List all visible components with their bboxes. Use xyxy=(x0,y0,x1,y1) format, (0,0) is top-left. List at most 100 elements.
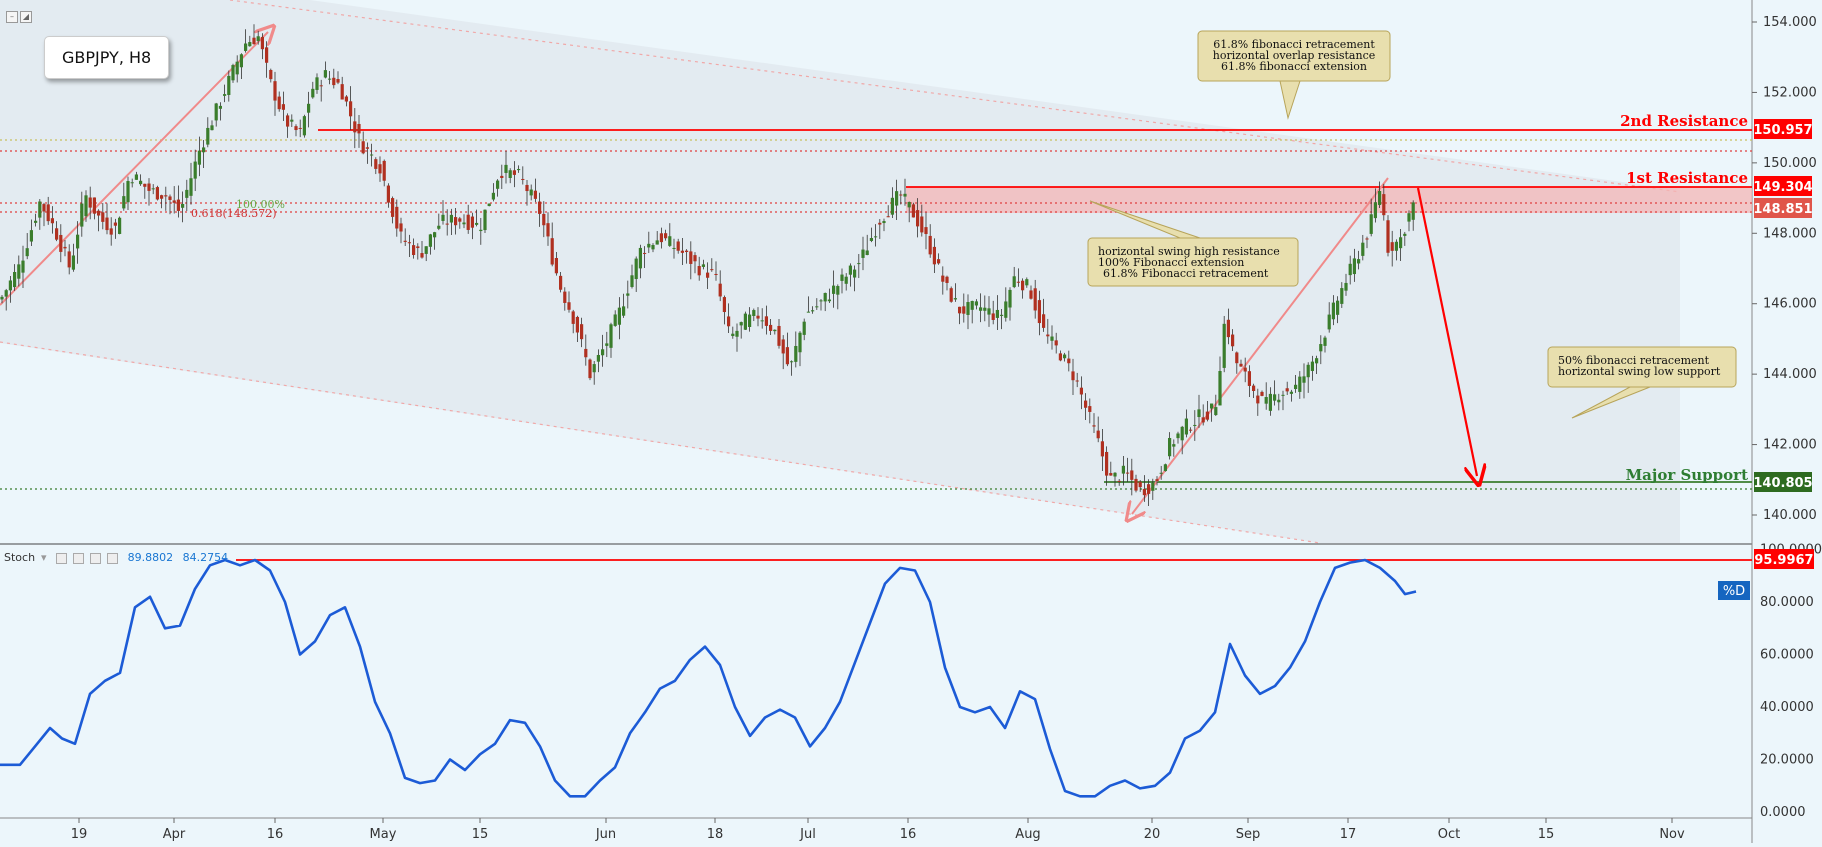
candle-body xyxy=(487,203,491,207)
candle-body xyxy=(118,217,122,234)
candle-body xyxy=(958,306,962,314)
stoch-pane[interactable] xyxy=(0,545,1752,818)
stoch-settings-icon[interactable] xyxy=(73,552,85,564)
candle-body xyxy=(945,276,949,283)
candle-body xyxy=(1000,314,1004,316)
candle-body xyxy=(286,115,290,127)
candle-body xyxy=(1088,406,1092,412)
candle-body xyxy=(147,183,151,191)
stoch-visibility-icon[interactable] xyxy=(56,552,68,564)
price-axis[interactable]: 154.000 152.000 150.000 148.000 146.000 144.0… xyxy=(1752,15,1817,523)
box3-line2: horizontal swing low support xyxy=(1558,365,1721,378)
candle-body xyxy=(1411,202,1415,220)
candle-body xyxy=(109,228,113,235)
stoch-label[interactable]: Stoch xyxy=(4,551,36,564)
candle-body xyxy=(1289,391,1293,394)
candle-body xyxy=(588,359,592,379)
candle-body xyxy=(4,290,8,297)
candle-body xyxy=(811,310,815,312)
candle-body xyxy=(1378,190,1382,205)
candle-body xyxy=(701,264,705,267)
candle-body xyxy=(617,307,621,325)
candle-body xyxy=(1403,233,1407,236)
candle-body xyxy=(1273,394,1277,401)
badge-140805: 140.805 xyxy=(1753,472,1813,492)
candle-body xyxy=(433,232,437,238)
stoch-axis[interactable]: 100.000080.000060.000040.000020.00000.00… xyxy=(1760,543,1822,821)
collapse-icon[interactable]: – xyxy=(6,11,18,23)
candle-body xyxy=(563,291,567,303)
candle-body xyxy=(508,170,512,178)
candle-body xyxy=(601,349,605,356)
candle-body xyxy=(34,220,38,223)
candle-body xyxy=(1147,484,1151,494)
candle-body xyxy=(798,332,802,353)
candle-body xyxy=(840,274,844,281)
candle-body xyxy=(571,311,575,324)
candle-body xyxy=(496,180,500,189)
candle-body xyxy=(181,203,185,208)
annotation-box-1[interactable]: 61.8% fibonacci retracement horizontal o… xyxy=(1197,30,1391,120)
annotation-box-2[interactable]: horizontal swing high resistance 100% Fi… xyxy=(1087,200,1299,287)
candle-body xyxy=(550,238,554,265)
candle-body xyxy=(1029,290,1033,299)
candle-body xyxy=(311,88,315,98)
candle-body xyxy=(630,275,634,287)
channel-upper-line xyxy=(229,0,1681,193)
candle-body xyxy=(46,204,50,222)
candle-body xyxy=(1121,465,1125,474)
stoch-tick-label: 0.0000 xyxy=(1760,805,1806,820)
candle-body xyxy=(1247,371,1251,386)
candle-body xyxy=(685,250,689,253)
candle-body xyxy=(239,54,243,68)
stoch-remove-icon[interactable] xyxy=(107,552,119,564)
candle-body xyxy=(223,94,227,96)
downside-projection-arrow xyxy=(1416,187,1477,476)
candle-body xyxy=(823,292,827,302)
candle-body xyxy=(193,161,197,179)
candle-body xyxy=(659,233,663,243)
candle-body xyxy=(235,61,239,75)
candle-body xyxy=(790,361,794,363)
symbol-label[interactable]: GBPJPY, H8 xyxy=(44,36,170,79)
candle-body xyxy=(882,221,886,224)
stoch-dropdown-icon[interactable]: ▾ xyxy=(41,551,47,564)
badge-149304: 149.304 xyxy=(1753,176,1813,196)
candle-body xyxy=(1205,411,1209,420)
candle-body xyxy=(529,189,533,196)
candle-body xyxy=(1054,340,1058,346)
candle-body xyxy=(1369,214,1373,234)
candle-body xyxy=(596,354,600,362)
candle-body xyxy=(340,84,344,100)
stoch-more-icon[interactable] xyxy=(90,552,102,564)
candle-body xyxy=(21,260,25,273)
candle-body xyxy=(130,182,134,184)
candle-body xyxy=(424,246,428,254)
maximize-icon[interactable]: ◢ xyxy=(20,11,32,23)
candle-body xyxy=(727,316,731,327)
candle-body xyxy=(567,302,571,310)
candle-body xyxy=(1310,361,1314,372)
candle-body xyxy=(781,339,785,354)
candle-body xyxy=(155,187,159,200)
badge-149304-text: 149.304 xyxy=(1753,180,1812,195)
candle-body xyxy=(1382,194,1386,216)
candle-body xyxy=(559,275,563,290)
candle-body xyxy=(760,320,764,322)
annotation-box-3[interactable]: 50% fibonacci retracement horizontal swi… xyxy=(1547,346,1737,419)
candle-body xyxy=(575,316,579,333)
candle-body xyxy=(470,216,474,228)
candle-body xyxy=(554,257,558,274)
time-axis[interactable]: 19 Apr 16 May 15 Jun 18 Jul 16 Aug 20 Sep 17 Oct 15 Nov xyxy=(71,818,1685,842)
candle-body xyxy=(1100,441,1104,457)
candle-body xyxy=(105,217,109,231)
candle-body xyxy=(987,308,991,315)
time-tick-label: Nov xyxy=(1659,827,1685,842)
candle-body xyxy=(1063,354,1067,359)
candle-body xyxy=(1021,280,1025,291)
candle-body xyxy=(1004,301,1008,318)
candle-body xyxy=(592,364,596,373)
candle-body xyxy=(538,201,542,214)
candle-body xyxy=(50,218,54,224)
